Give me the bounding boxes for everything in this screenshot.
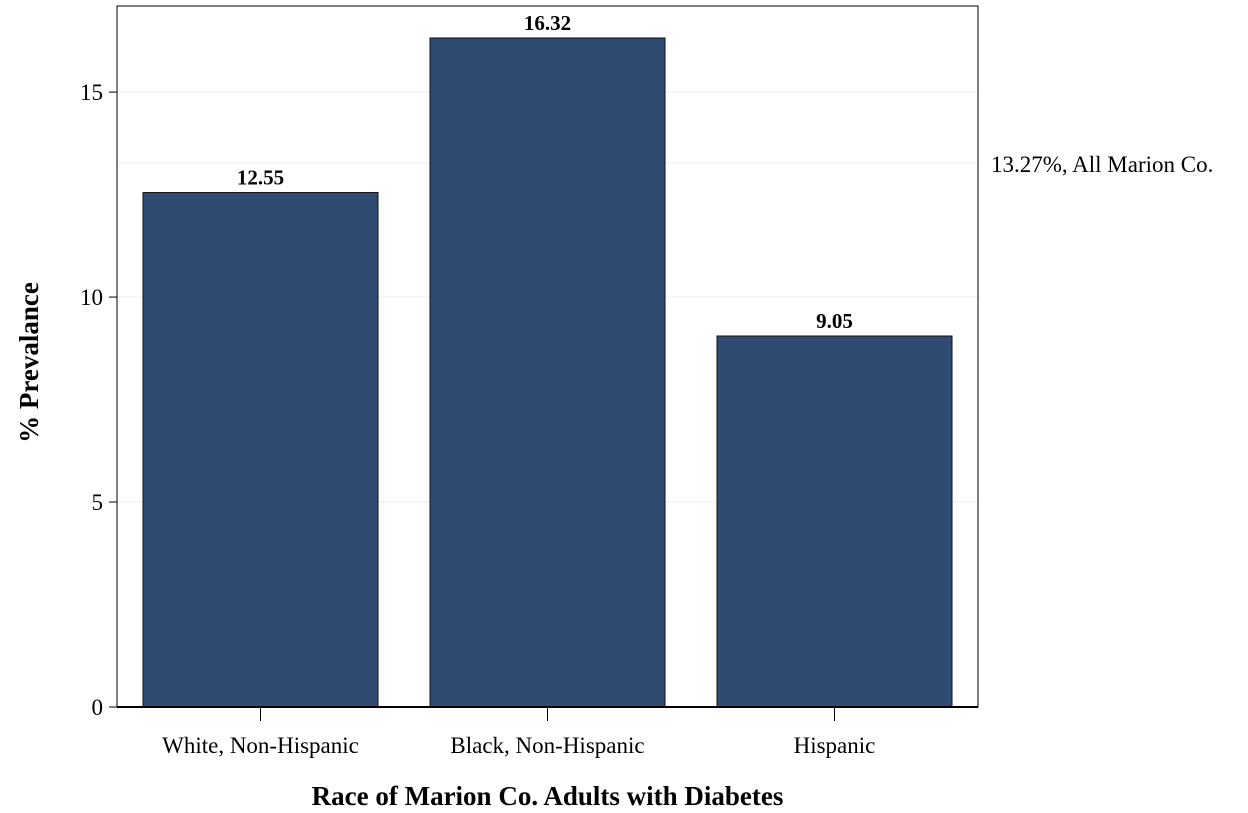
y-axis: 0 5 10 15 [80, 6, 118, 720]
y-tick-label: 0 [92, 695, 104, 720]
y-tick-label: 5 [92, 490, 104, 515]
data-labels: 12.55 16.32 9.05 [237, 11, 853, 333]
x-tick-label: White, Non-Hispanic [162, 733, 359, 758]
bar [429, 37, 666, 708]
bars [142, 37, 953, 708]
x-tick-label: Hispanic [794, 733, 876, 758]
x-axis: White, Non-Hispanic Black, Non-Hispanic Hi… [162, 707, 875, 758]
reference-line-label: 13.27%, All Marion Co. [991, 152, 1213, 177]
bar-value-label: 16.32 [524, 11, 571, 35]
bar-value-label: 9.05 [816, 309, 853, 333]
y-axis-title: % Prevalance [14, 282, 44, 443]
bar [142, 192, 379, 708]
bar-value-label: 12.55 [237, 166, 284, 190]
bar [716, 335, 953, 708]
y-tick-label: 10 [80, 285, 103, 310]
x-tick-label: Black, Non-Hispanic [450, 733, 644, 758]
x-axis-title: Race of Marion Co. Adults with Diabetes [312, 781, 784, 811]
y-tick-label: 15 [80, 80, 103, 105]
